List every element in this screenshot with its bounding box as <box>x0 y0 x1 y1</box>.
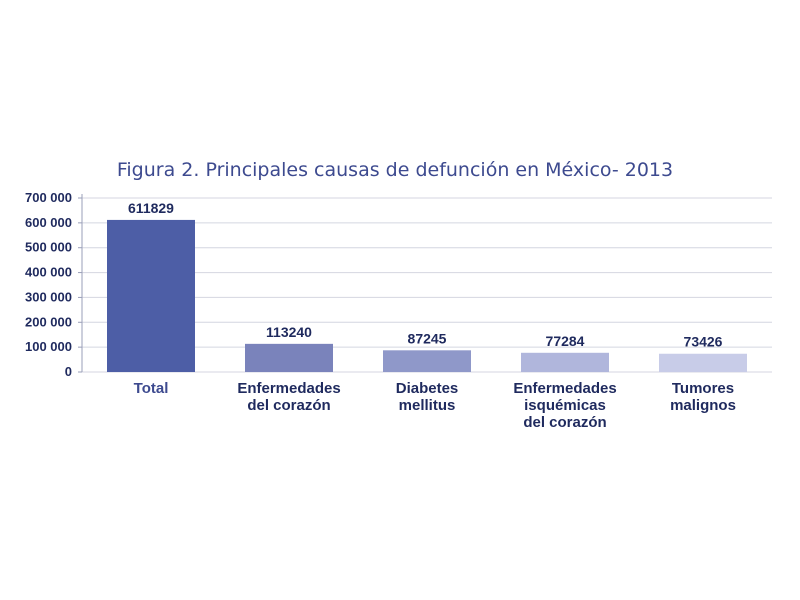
data-label: 77284 <box>546 333 585 349</box>
y-tick-label: 600 000 <box>25 215 72 230</box>
data-label: 113240 <box>266 324 312 340</box>
data-label: 611829 <box>128 200 174 216</box>
data-label: 73426 <box>684 334 723 350</box>
y-tick-label: 700 000 <box>25 190 72 205</box>
y-axis-ticks: 0 100 000 200 000 300 000 400 000 500 000 600 … <box>25 190 72 379</box>
y-tick-label: 0 <box>65 364 72 379</box>
bar <box>521 352 609 372</box>
y-tick-label: 500 000 <box>25 240 72 255</box>
bar <box>383 350 471 372</box>
bars <box>107 219 747 372</box>
category-labels: Total Enfermedades del corazón Diabetes mell… <box>134 380 736 431</box>
bar <box>245 343 333 372</box>
category-label: Diabetes mellitus <box>396 380 459 414</box>
data-label: 87245 <box>408 330 447 346</box>
y-tick-label: 200 000 <box>25 314 72 329</box>
y-tick-label: 100 000 <box>25 339 72 354</box>
gridlines <box>78 197 772 373</box>
category-label: Tumores malignos <box>670 380 736 414</box>
category-label: Enfermedades del corazón <box>237 380 340 414</box>
bar <box>659 353 747 372</box>
category-label: Enfermedades isquémicas del corazón <box>513 380 616 431</box>
bar <box>107 219 195 372</box>
category-label: Total <box>134 380 169 397</box>
chart-title: Figura 2. Principales causas de defunció… <box>117 159 673 181</box>
data-labels: 611829 113240 87245 77284 73426 <box>128 200 723 350</box>
y-tick-label: 300 000 <box>25 289 72 304</box>
y-tick-label: 400 000 <box>25 265 72 280</box>
